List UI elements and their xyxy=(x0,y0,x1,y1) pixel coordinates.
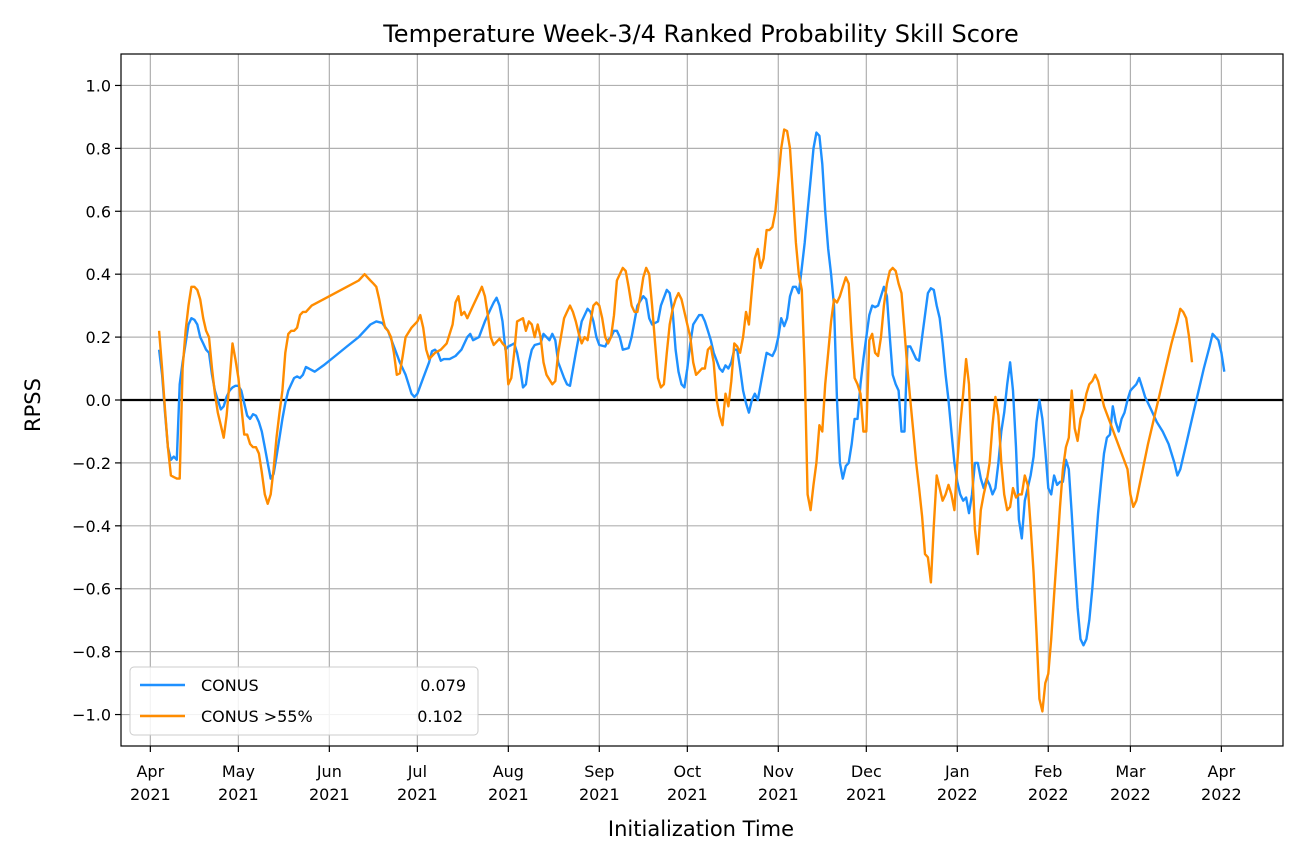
legend: CONUS 0.079 CONUS >55% 0.102 xyxy=(129,666,479,736)
series-line-0 xyxy=(157,131,1226,647)
x-tick-month: Aug xyxy=(493,762,524,781)
y-tick-label: −1.0 xyxy=(72,706,111,725)
x-tick-year: 2022 xyxy=(1110,785,1151,804)
y-tick-label: 1.0 xyxy=(86,76,111,95)
x-tick-year: 2021 xyxy=(579,785,620,804)
x-tick-month: Sep xyxy=(584,762,614,781)
y-axis-ticks: 1.0 0.8 0.6 0.4 0.2 0.0 −0.2 −0.4 −0.6 −0.8 −1.0 xyxy=(72,76,121,725)
x-tick-month: Jan xyxy=(944,762,970,781)
y-tick-label: 0.2 xyxy=(86,328,111,347)
y-tick-label: 0.6 xyxy=(86,202,111,221)
legend-label-conus-55: CONUS >55% xyxy=(201,707,313,726)
y-tick-label: 0.8 xyxy=(86,139,111,158)
x-tick-year: 2021 xyxy=(758,785,799,804)
chart-title: Temperature Week-3/4 Ranked Probability … xyxy=(382,20,1019,48)
x-tick-year: 2022 xyxy=(937,785,978,804)
y-tick-label: 0.4 xyxy=(86,265,111,284)
x-tick-month: May xyxy=(222,762,255,781)
x-tick-year: 2021 xyxy=(130,785,171,804)
x-tick-month: Oct xyxy=(673,762,701,781)
x-tick-year: 2022 xyxy=(1201,785,1242,804)
x-axis-label: Initialization Time xyxy=(608,817,794,841)
series-lines xyxy=(157,128,1226,713)
legend-score-conus: 0.079 xyxy=(420,676,466,695)
series-line-1 xyxy=(157,128,1194,713)
legend-label-conus: CONUS xyxy=(201,676,259,695)
x-tick-year: 2021 xyxy=(846,785,887,804)
x-axis-ticks: Apr 2021 May 2021 Jun 2021 Jul 2021 Aug 2021 Sep 20… xyxy=(130,746,1242,804)
legend-score-conus-55: 0.102 xyxy=(417,707,463,726)
x-tick-year: 2022 xyxy=(1028,785,1069,804)
y-tick-label: 0.0 xyxy=(86,391,111,410)
x-tick-month: Jul xyxy=(407,762,427,781)
x-tick-month: Feb xyxy=(1034,762,1062,781)
x-tick-month: Mar xyxy=(1115,762,1146,781)
x-tick-month: Apr xyxy=(1208,762,1236,781)
x-tick-month: Nov xyxy=(763,762,794,781)
legend-box xyxy=(129,666,479,736)
x-tick-year: 2021 xyxy=(667,785,708,804)
y-tick-label: −0.8 xyxy=(72,643,111,662)
x-tick-month: Jun xyxy=(316,762,342,781)
x-tick-year: 2021 xyxy=(218,785,259,804)
x-tick-year: 2021 xyxy=(309,785,350,804)
y-tick-label: −0.6 xyxy=(72,580,111,599)
y-tick-label: −0.4 xyxy=(72,517,111,536)
y-axis-label: RPSS xyxy=(21,378,45,432)
x-tick-year: 2021 xyxy=(488,785,529,804)
x-tick-month: Dec xyxy=(851,762,882,781)
x-tick-month: Apr xyxy=(136,762,164,781)
y-tick-label: −0.2 xyxy=(72,454,111,473)
x-tick-year: 2021 xyxy=(397,785,438,804)
